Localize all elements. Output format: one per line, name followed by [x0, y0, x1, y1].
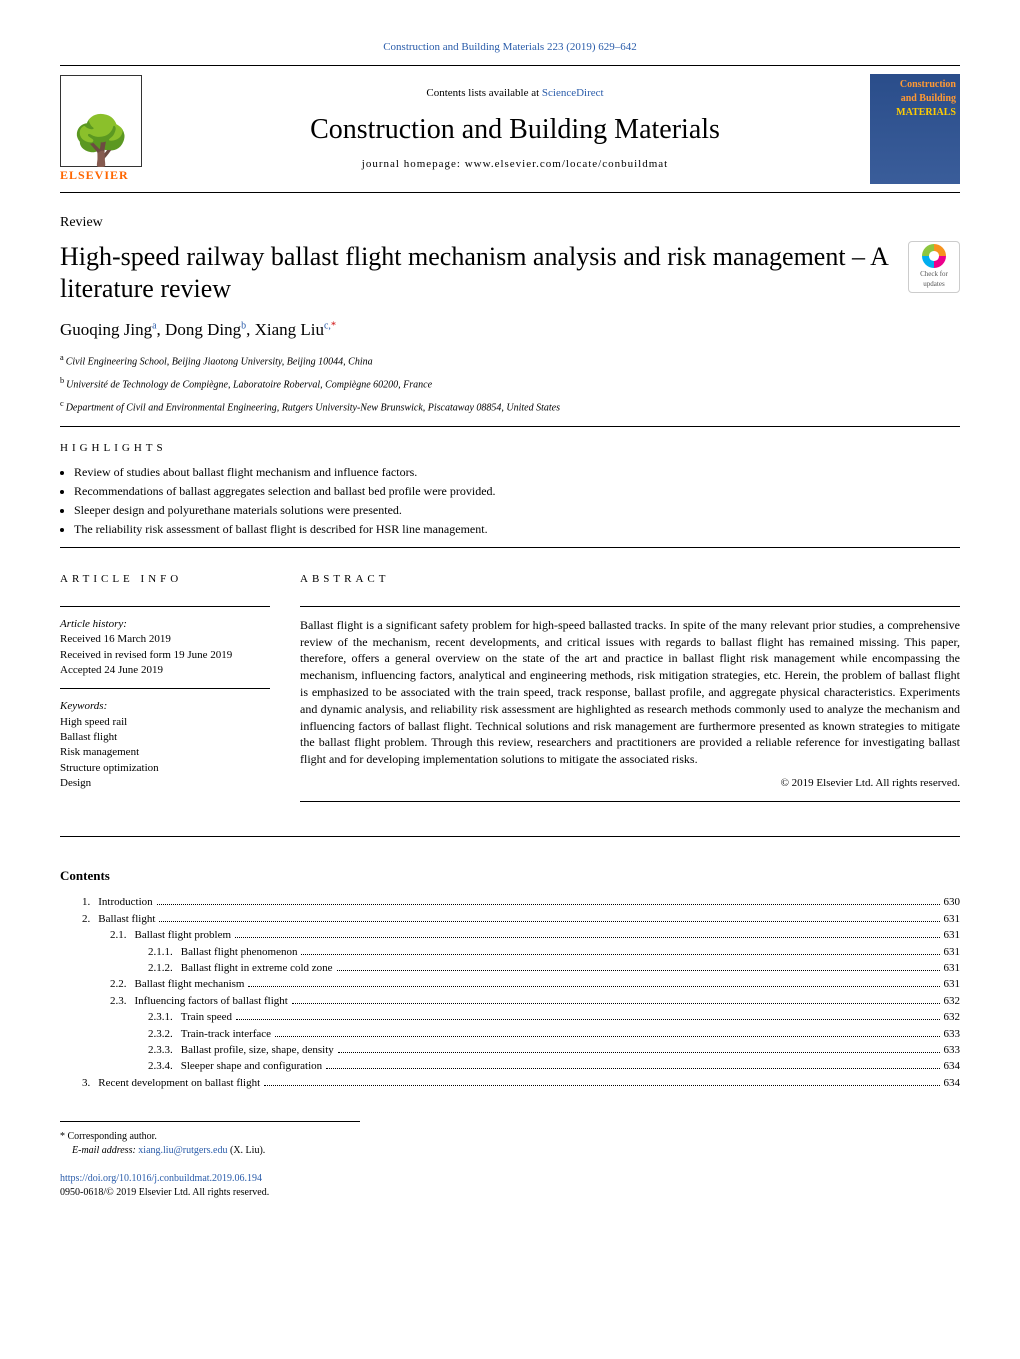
- journal-banner: 🌳 ELSEVIER Contents lists available at S…: [60, 65, 960, 193]
- homepage-url[interactable]: www.elsevier.com/locate/conbuildmat: [465, 158, 669, 170]
- keyword: Structure optimization: [60, 761, 270, 776]
- keyword: Risk management: [60, 745, 270, 760]
- highlight-item: Review of studies about ballast flight m…: [74, 464, 960, 481]
- highlight-item: Recommendations of ballast aggregates se…: [74, 483, 960, 500]
- journal-title: Construction and Building Materials: [160, 110, 870, 149]
- issn-copyright: 0950-0618/© 2019 Elsevier Ltd. All right…: [60, 1186, 960, 1200]
- article-info-header: article info: [60, 572, 270, 587]
- check-updates-badge[interactable]: Check for updates: [908, 241, 960, 293]
- corresponding-author-footer: * Corresponding author. E-mail address: …: [60, 1121, 360, 1158]
- toc-row[interactable]: 1.Introduction630: [60, 895, 960, 910]
- author-list: Guoqing Jinga, Dong Dingb, Xiang Liuc,*: [60, 318, 960, 342]
- keywords-label: Keywords:: [60, 699, 270, 714]
- toc-row[interactable]: 2.3.Influencing factors of ballast fligh…: [60, 994, 960, 1009]
- publisher-name: ELSEVIER: [60, 167, 160, 184]
- keyword: Design: [60, 776, 270, 791]
- contents-header: Contents: [60, 867, 960, 885]
- crossmark-icon: [922, 244, 946, 268]
- table-of-contents: Contents 1.Introduction630 2.Ballast fli…: [60, 867, 960, 1091]
- history-accepted: Accepted 24 June 2019: [60, 663, 270, 678]
- highlight-item: The reliability risk assessment of balla…: [74, 521, 960, 538]
- highlights-header: highlights: [60, 441, 960, 456]
- keyword: High speed rail: [60, 715, 270, 730]
- toc-row[interactable]: 2.1.1.Ballast flight phenomenon631: [60, 945, 960, 960]
- elsevier-logo: 🌳 ELSEVIER: [60, 75, 160, 184]
- sciencedirect-link[interactable]: ScienceDirect: [542, 87, 604, 99]
- abstract-body: Ballast flight is a significant safety p…: [300, 606, 960, 813]
- history-revised: Received in revised form 19 June 2019: [60, 648, 270, 663]
- author: Xiang Liu: [255, 320, 324, 339]
- toc-row[interactable]: 2.Ballast flight631: [60, 912, 960, 927]
- doi-block: https://doi.org/10.1016/j.conbuildmat.20…: [60, 1172, 960, 1200]
- tree-icon: 🌳: [71, 118, 131, 166]
- affiliation: cDepartment of Civil and Environmental E…: [60, 398, 960, 415]
- contents-list-line: Contents lists available at ScienceDirec…: [160, 86, 870, 101]
- doi-link[interactable]: https://doi.org/10.1016/j.conbuildmat.20…: [60, 1173, 262, 1184]
- highlight-item: Sleeper design and polyurethane material…: [74, 502, 960, 519]
- toc-row[interactable]: 2.3.3.Ballast profile, size, shape, dens…: [60, 1043, 960, 1058]
- affiliation: aCivil Engineering School, Beijing Jiaot…: [60, 352, 960, 369]
- history-label: Article history:: [60, 617, 270, 632]
- toc-row[interactable]: 2.1.Ballast flight problem631: [60, 928, 960, 943]
- article-type: Review: [60, 213, 960, 233]
- email-link[interactable]: xiang.liu@rutgers.edu: [138, 1145, 227, 1156]
- journal-cover-thumbnail: Construction and Building MATERIALS: [870, 74, 960, 184]
- history-received: Received 16 March 2019: [60, 632, 270, 647]
- keyword: Ballast flight: [60, 730, 270, 745]
- toc-row[interactable]: 2.3.4.Sleeper shape and configuration634: [60, 1059, 960, 1074]
- copyright-line: © 2019 Elsevier Ltd. All rights reserved…: [300, 776, 960, 791]
- author: Guoqing Jing: [60, 320, 152, 339]
- author: Dong Ding: [165, 320, 241, 339]
- citation-reference[interactable]: Construction and Building Materials 223 …: [60, 40, 960, 55]
- article-info-sidebar: Article history: Received 16 March 2019 …: [60, 606, 270, 813]
- highlights-list: Review of studies about ballast flight m…: [60, 464, 960, 537]
- toc-row[interactable]: 3.Recent development on ballast flight63…: [60, 1076, 960, 1091]
- article-title: High-speed railway ballast flight mechan…: [60, 241, 888, 306]
- abstract-header: abstract: [300, 572, 960, 587]
- toc-row[interactable]: 2.3.1.Train speed632: [60, 1010, 960, 1025]
- toc-row[interactable]: 2.3.2.Train-track interface633: [60, 1027, 960, 1042]
- journal-homepage: journal homepage: www.elsevier.com/locat…: [160, 157, 870, 172]
- affiliation: bUniversité de Technology de Compiègne, …: [60, 375, 960, 392]
- toc-row[interactable]: 2.1.2.Ballast flight in extreme cold zon…: [60, 961, 960, 976]
- toc-row[interactable]: 2.2.Ballast flight mechanism631: [60, 977, 960, 992]
